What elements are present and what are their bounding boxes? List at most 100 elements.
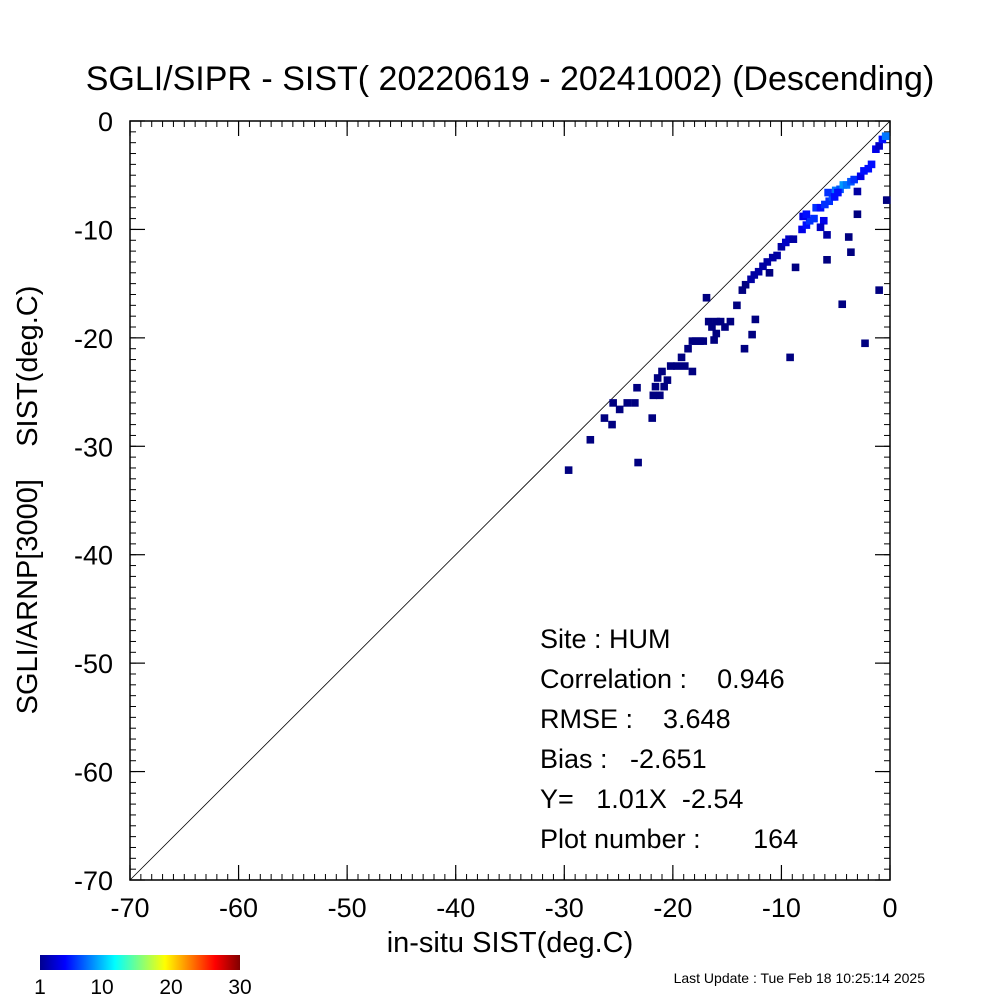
- major-ticks: [129, 120, 891, 881]
- density-cell: [649, 391, 658, 400]
- x-tick-label: -30: [545, 893, 584, 923]
- density-cell: [712, 329, 721, 338]
- density-cell: [653, 374, 662, 382]
- colorbar-tick-label: 30: [228, 976, 251, 999]
- density-cell: [586, 435, 595, 444]
- density-cells: [564, 132, 891, 474]
- colorbar-ticks: 1 10 20 30: [34, 976, 252, 999]
- density-cell: [681, 362, 689, 370]
- x-tick-label: 0: [882, 893, 897, 923]
- density-cell: [608, 420, 616, 429]
- y-tick-label: -20: [74, 324, 113, 354]
- density-cell: [631, 399, 639, 407]
- y-tick-labels: -70 -60 -50 -40 -30 -20 -10 0: [74, 107, 113, 896]
- density-cell: [634, 458, 642, 467]
- density-cell: [702, 293, 711, 302]
- density-cell: [864, 164, 873, 173]
- density-cell: [821, 200, 829, 209]
- density-cell: [708, 323, 716, 331]
- stat-line: Site : HUM: [540, 624, 671, 654]
- density-cell: [842, 181, 851, 189]
- density-cell: [750, 271, 759, 279]
- density-cell: [791, 263, 800, 272]
- density-cell: [733, 301, 741, 310]
- density-cell: [867, 160, 876, 169]
- density-cell: [699, 337, 708, 345]
- y-tick-label: -50: [74, 649, 113, 679]
- density-cell: [740, 344, 749, 353]
- density-cell: [823, 255, 831, 264]
- x-tick-label: -10: [762, 893, 801, 923]
- density-cell: [721, 323, 729, 331]
- density-cell: [704, 317, 713, 326]
- density-cell: [564, 466, 573, 474]
- chart-title: SGLI/SIPR - SIST( 20220619 - 20241002) (…: [86, 60, 935, 98]
- y-tick-label: 0: [98, 107, 113, 137]
- density-cell: [853, 187, 862, 196]
- stat-line: RMSE : 3.648: [540, 704, 731, 734]
- density-cell: [600, 414, 609, 422]
- density-cell: [812, 203, 820, 212]
- density-cell: [677, 353, 686, 362]
- density-cell: [747, 275, 755, 284]
- density-cell: [860, 167, 868, 175]
- density-cell: [824, 188, 832, 197]
- density-cell: [786, 353, 794, 362]
- density-cell: [615, 405, 624, 414]
- density-cell: [609, 399, 617, 407]
- density-cell: [673, 362, 681, 370]
- density-cell: [823, 231, 831, 239]
- density-cell: [651, 382, 660, 391]
- density-cell: [726, 317, 735, 326]
- colorbar-tick-label: 10: [90, 976, 113, 999]
- density-cell: [830, 193, 839, 201]
- density-cell: [712, 317, 721, 326]
- density-cell: [825, 197, 833, 206]
- density-cell: [716, 317, 725, 326]
- density-cell: [633, 383, 641, 392]
- density-cell: [623, 399, 632, 407]
- y-tick-label: -70: [74, 866, 113, 896]
- x-tick-label: -50: [328, 893, 367, 923]
- density-cell: [853, 210, 862, 219]
- x-tick-label: -40: [436, 893, 475, 923]
- density-cell: [768, 253, 777, 262]
- density-cell: [751, 315, 760, 324]
- density-cell: [660, 382, 668, 391]
- density-cell: [844, 233, 853, 241]
- density-cell: [798, 225, 806, 234]
- density-cell: [663, 376, 672, 384]
- y-axis-label: SGLI/ARNP[3000] SIST(deg.C): [12, 286, 44, 715]
- density-cell: [834, 188, 842, 197]
- density-cell: [861, 339, 869, 348]
- density-cell: [754, 267, 763, 276]
- x-tick-label: -60: [219, 893, 258, 923]
- density-cell: [648, 414, 657, 422]
- stat-line: Bias : -2.651: [540, 744, 707, 774]
- stat-line: Y= 1.01X -2.54: [540, 784, 743, 814]
- last-update-text: Last Update : Tue Feb 18 10:25:14 2025: [674, 970, 926, 986]
- density-cell: [741, 280, 750, 289]
- density-cell: [882, 196, 891, 204]
- density-cell: [789, 235, 798, 243]
- density-cell: [773, 251, 781, 260]
- density-cell: [765, 269, 774, 277]
- x-tick-labels: -70 -60 -50 -40 -30 -20 -10 0: [110, 893, 897, 923]
- x-tick-label: -70: [110, 893, 149, 923]
- density-cell: [875, 142, 883, 150]
- density-cell: [748, 330, 756, 339]
- one-to-one-line: [129, 120, 891, 881]
- density-cell: [688, 367, 697, 376]
- density-cell: [656, 391, 664, 400]
- colorbar: [40, 955, 240, 970]
- density-cell: [816, 223, 825, 232]
- density-cell: [810, 214, 818, 223]
- colorbar-tick-label: 20: [159, 976, 182, 999]
- stat-line: Correlation : 0.946: [540, 664, 785, 694]
- colorbar-tick-label: 1: [34, 976, 46, 999]
- density-cell: [819, 216, 828, 225]
- density-cell: [847, 248, 855, 256]
- density-cell: [802, 221, 811, 229]
- density-cell: [763, 258, 772, 266]
